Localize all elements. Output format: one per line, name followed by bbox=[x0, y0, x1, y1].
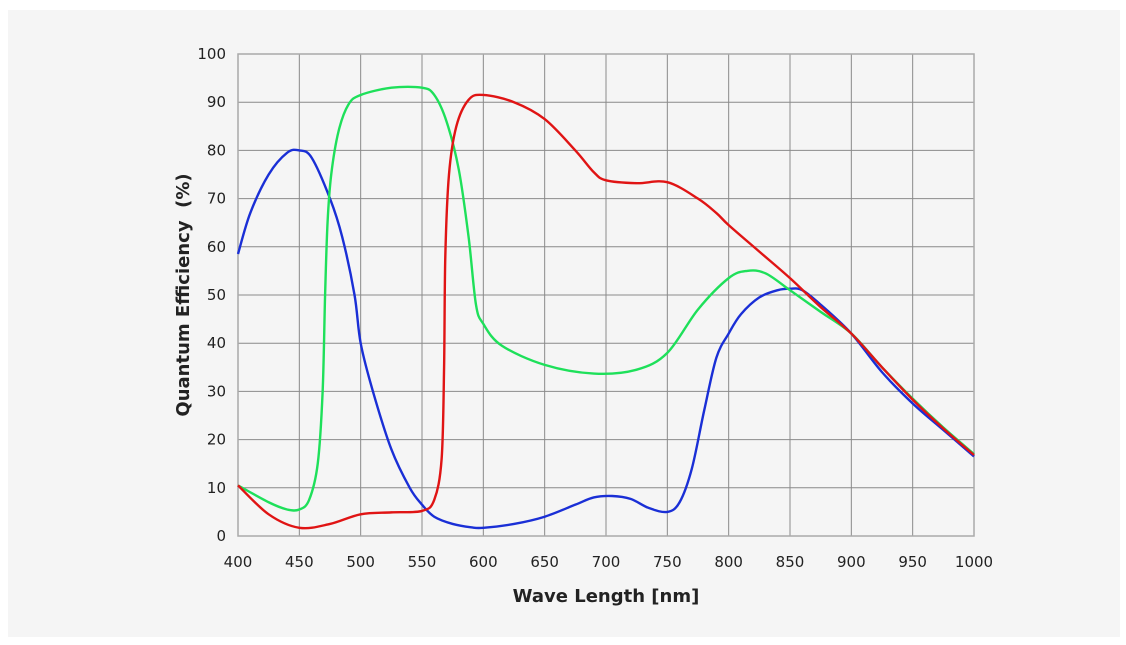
series-line-0 bbox=[236, 148, 975, 530]
x-tick-label: 850 bbox=[776, 553, 805, 571]
y-tick-label: 0 bbox=[216, 527, 226, 545]
x-tick-label: 950 bbox=[898, 553, 927, 571]
x-tick-label: 450 bbox=[285, 553, 314, 571]
series-line-1 bbox=[237, 85, 975, 512]
tick-labels: 400 450 500 550 600 650 700 750 800 850 900 950 1000… bbox=[197, 45, 993, 571]
y-tick-label: 40 bbox=[207, 334, 226, 352]
grid bbox=[237, 53, 975, 537]
x-tick-label: 800 bbox=[714, 553, 743, 571]
x-tick-label: 500 bbox=[346, 553, 375, 571]
x-tick-label: 900 bbox=[837, 553, 866, 571]
y-tick-label: 80 bbox=[207, 141, 226, 159]
chart-panel bbox=[8, 10, 1120, 637]
y-tick-label: 30 bbox=[207, 382, 226, 400]
x-tick-label: 650 bbox=[530, 553, 559, 571]
x-tick-label: 400 bbox=[224, 553, 253, 571]
x-axis-label: Wave Length [nm] bbox=[513, 586, 700, 607]
x-tick-label: 550 bbox=[408, 553, 437, 571]
series-lines bbox=[236, 85, 975, 530]
x-tick-label: 700 bbox=[592, 553, 621, 571]
y-tick-label: 70 bbox=[207, 190, 226, 208]
x-tick-label: 1000 bbox=[955, 553, 993, 571]
plot-border bbox=[237, 53, 975, 537]
x-tick-label: 750 bbox=[653, 553, 682, 571]
x-tick-label: 600 bbox=[469, 553, 498, 571]
y-tick-label: 20 bbox=[207, 431, 226, 449]
y-tick-label: 10 bbox=[207, 479, 226, 497]
y-tick-label: 90 bbox=[207, 93, 226, 111]
series-line-2 bbox=[237, 93, 975, 530]
y-tick-label: 100 bbox=[197, 45, 226, 63]
y-axis-label: Quantum Efficiency (%) bbox=[173, 173, 194, 416]
y-tick-label: 50 bbox=[207, 286, 226, 304]
y-tick-label: 60 bbox=[207, 238, 226, 256]
